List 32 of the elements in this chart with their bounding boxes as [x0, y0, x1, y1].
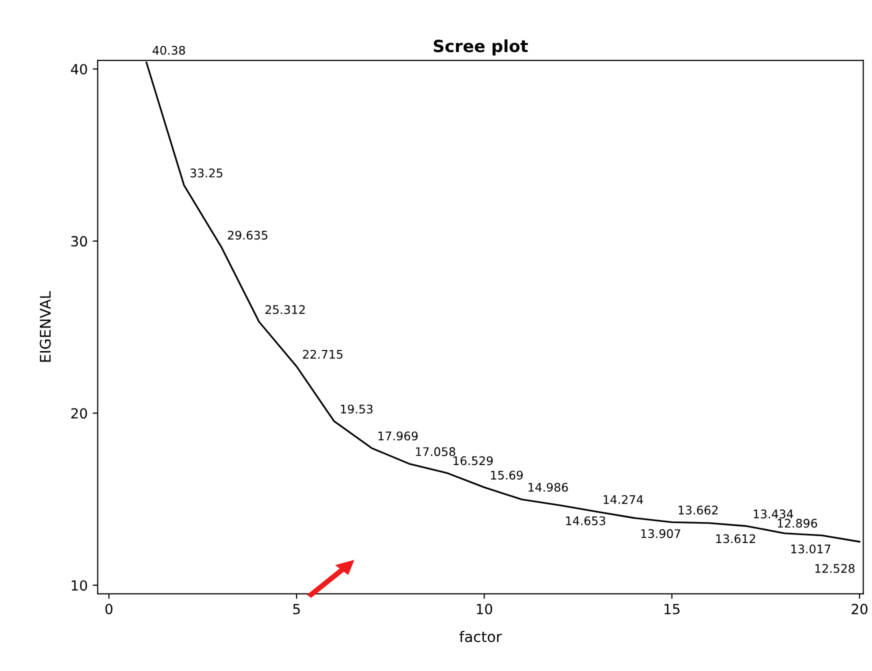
- data-label: 12.528: [815, 564, 855, 573]
- data-label: 19.53: [340, 404, 373, 414]
- chart-title: Scree plot: [434, 39, 528, 56]
- x-axis-title: factor: [459, 630, 502, 642]
- y-axis-title: EIGENVAL: [40, 291, 51, 362]
- data-label: 14.274: [604, 495, 644, 504]
- data-label: 13.434: [754, 510, 794, 518]
- y-tick-label: 30: [71, 236, 88, 247]
- data-label: 15.69: [491, 470, 523, 480]
- data-label: 25.312: [265, 305, 305, 314]
- data-label: 13.907: [641, 529, 680, 538]
- x-tick-label: 0: [105, 604, 112, 614]
- y-tick-label: 10: [72, 580, 88, 591]
- x-tick-label: 10: [476, 604, 492, 614]
- data-label: 29.635: [228, 230, 268, 240]
- data-label: 14.653: [566, 516, 606, 526]
- data-label: 33.25: [190, 168, 222, 178]
- data-label: 17.969: [378, 431, 418, 440]
- data-label: 13.612: [716, 534, 756, 544]
- data-label: 17.058: [416, 447, 456, 456]
- data-label: 13.017: [791, 544, 830, 554]
- data-label: 22.715: [302, 350, 342, 359]
- y-tick-label: 20: [71, 408, 88, 419]
- x-tick-label: 5: [293, 604, 300, 614]
- data-label: 14.986: [528, 482, 568, 492]
- y-tick-label: 40: [70, 64, 88, 74]
- x-tick-label: 20: [852, 604, 868, 614]
- data-label: 13.662: [678, 506, 718, 515]
- data-label: 12.896: [778, 518, 818, 528]
- x-tick-label: 15: [664, 604, 680, 614]
- data-label: 40.38: [152, 46, 185, 55]
- data-label: 16.529: [454, 456, 493, 466]
